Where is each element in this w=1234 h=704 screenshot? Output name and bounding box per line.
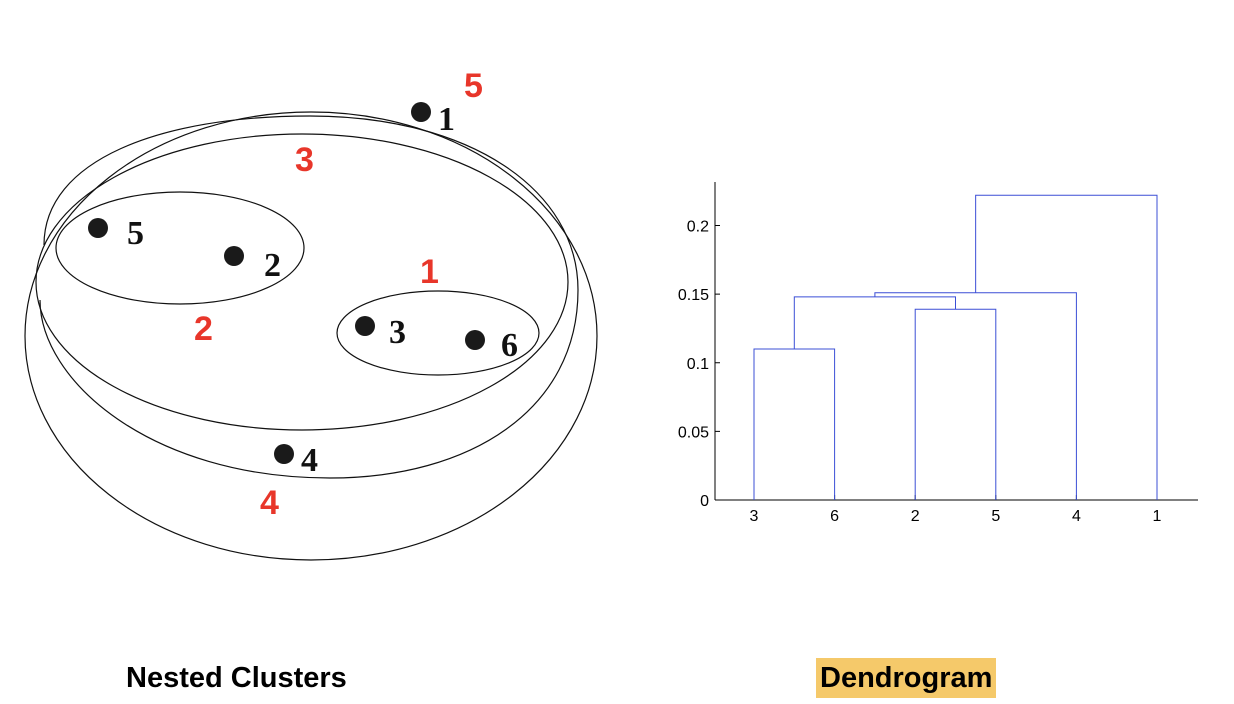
cluster-ellipse-2	[55, 191, 305, 305]
y-tick-label: 0.1	[687, 356, 709, 373]
point-label-4: 4	[301, 442, 318, 479]
point-5	[88, 218, 108, 238]
dendrogram-axes	[714, 182, 1198, 501]
cluster-label-4: 4	[260, 484, 279, 522]
point-label-6: 6	[501, 327, 518, 364]
dendrogram-link-4	[874, 292, 1077, 500]
cluster-label-5: 5	[464, 67, 483, 105]
point-6	[465, 330, 485, 350]
point-4	[274, 444, 294, 464]
point-label-2: 2	[264, 247, 281, 284]
x-tick-label-2: 2	[911, 508, 920, 525]
cluster-ellipse-3	[35, 133, 569, 431]
y-tick-label: 0	[700, 493, 709, 510]
point-label-3: 3	[389, 314, 406, 351]
dendrogram-y-ticks: 0 0.05 0.1 0.15 0.2	[678, 219, 720, 510]
x-tick-label-3: 3	[750, 508, 759, 525]
cluster-ellipse-4	[39, 115, 579, 479]
dendrogram-link-2	[914, 308, 997, 500]
cluster-label-1: 1	[420, 253, 439, 291]
data-points	[88, 102, 485, 464]
point-1	[411, 102, 431, 122]
point-label-5: 5	[127, 215, 144, 252]
y-tick-label: 0.2	[687, 219, 709, 236]
cluster-ellipse-5	[24, 111, 598, 561]
cluster-label-2: 2	[194, 310, 213, 348]
x-tick-label-4: 4	[1072, 508, 1081, 525]
dendrogram-link-3	[793, 296, 956, 350]
y-tick-label: 0.05	[678, 424, 709, 441]
x-tick-label-6: 6	[830, 508, 839, 525]
point-2	[224, 246, 244, 266]
point-labels: 1 5 2 3 6 4	[127, 101, 518, 479]
point-3	[355, 316, 375, 336]
nested-clusters-diagram	[24, 111, 598, 561]
x-tick-label-1: 1	[1153, 508, 1162, 525]
dendrogram-link-1	[753, 348, 836, 500]
cluster-ellipse-1	[336, 290, 540, 376]
cluster-labels: 5 3 1 2 4	[194, 67, 483, 522]
x-tick-label-5: 5	[991, 508, 1000, 525]
dendrogram-caption: Dendrogram	[816, 658, 997, 698]
dendrogram-link-5	[975, 194, 1158, 500]
cluster-label-3: 3	[295, 141, 314, 179]
point-label-1: 1	[438, 101, 455, 138]
nested-clusters-caption: Nested Clusters	[126, 662, 347, 694]
dendrogram-chart: 0 0.05 0.1 0.15 0.2 3 6 2 5 4 1	[678, 182, 1198, 525]
dendrogram-links	[753, 194, 1158, 500]
y-tick-label: 0.15	[678, 287, 709, 304]
